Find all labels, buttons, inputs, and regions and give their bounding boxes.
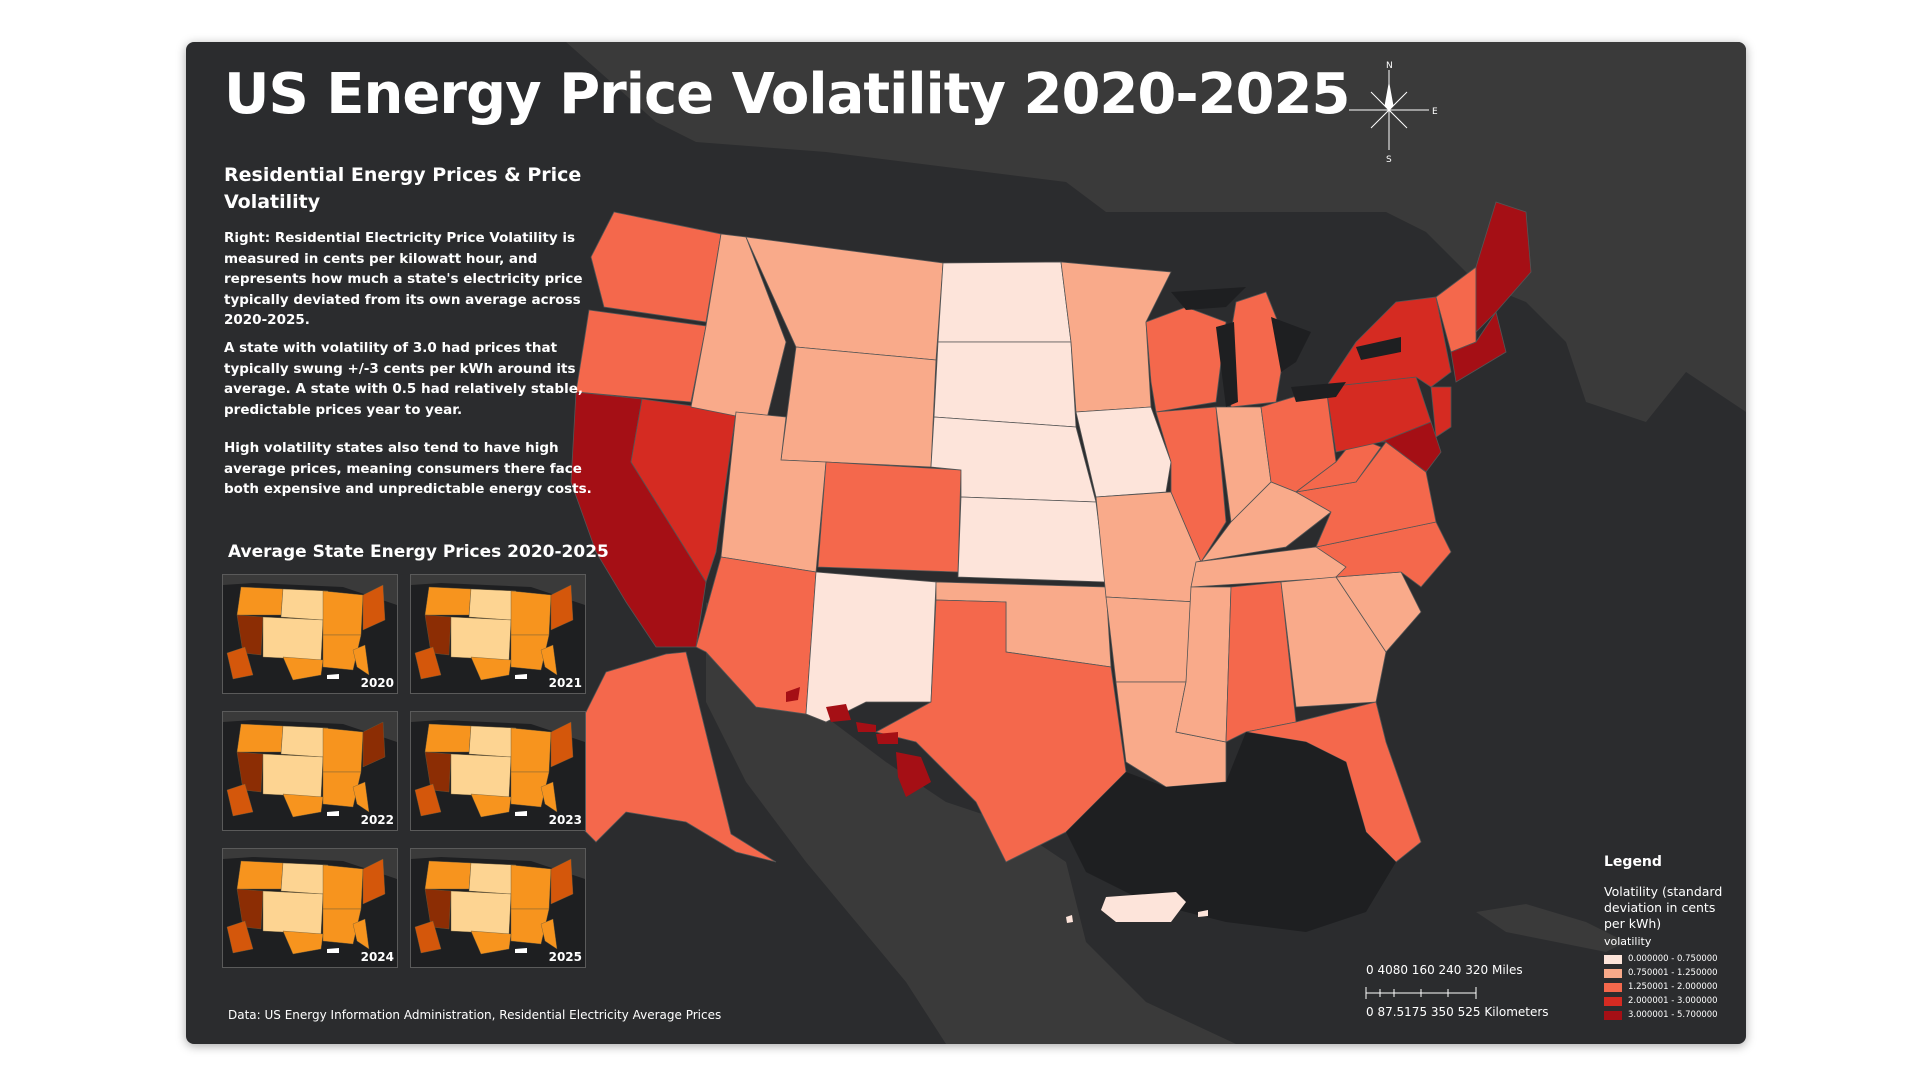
state-new-mexico[interactable]	[805, 571, 937, 723]
state-oregon[interactable]	[575, 309, 707, 403]
mini-maps-title: Average State Energy Prices 2020-2025	[228, 542, 609, 562]
compass-rose	[1349, 70, 1429, 150]
mini-map-2022[interactable]: 2022	[222, 711, 398, 831]
legend-swatch	[1604, 983, 1622, 992]
state-north-dakota[interactable]	[937, 261, 1072, 343]
legend-swatch	[1604, 1011, 1622, 1020]
mini-map-2024[interactable]: 2024	[222, 848, 398, 968]
state-south-dakota[interactable]	[933, 341, 1077, 428]
cuba-land	[1476, 904, 1626, 952]
puerto-rico-islet-west	[1066, 915, 1073, 923]
state-arkansas[interactable]	[1105, 596, 1197, 683]
mini-map-year-label: 2024	[360, 950, 394, 964]
state-north-carolina[interactable]	[1314, 521, 1452, 588]
legend-swatch	[1604, 969, 1622, 978]
compass-w: W	[1338, 97, 1347, 107]
legend-swatch	[1604, 997, 1622, 1006]
legend-label: 2.000001 - 3.000000	[1628, 996, 1718, 1006]
mini-map-2020[interactable]: 2020	[222, 574, 398, 694]
state-maryland[interactable]	[1380, 421, 1442, 473]
legend-description: Volatility (standard deviation in cents …	[1604, 884, 1723, 931]
state-washington[interactable]	[590, 211, 722, 323]
compass-n: N	[1386, 61, 1393, 71]
puerto-rico[interactable]	[1101, 892, 1186, 922]
legend-field: volatility	[1604, 935, 1652, 948]
state-colorado[interactable]	[817, 461, 962, 573]
main-map: N S E W	[545, 42, 1746, 1044]
mini-map-year-label: 2020	[360, 676, 394, 690]
mini-map-2025[interactable]: 2025	[410, 848, 586, 968]
state-new-jersey[interactable]	[1430, 386, 1452, 438]
scale-km: 0 87.5175 350 525 Kilometers	[1366, 1005, 1549, 1019]
compass-e: E	[1432, 107, 1438, 117]
mini-map-year-label: 2025	[548, 950, 582, 964]
mini-map-year-label: 2021	[548, 676, 582, 690]
hawaii[interactable]	[786, 687, 931, 797]
state-kansas[interactable]	[957, 496, 1107, 583]
mini-map-2023[interactable]: 2023	[410, 711, 586, 831]
state-new-england-south[interactable]	[1450, 311, 1507, 383]
state-wisconsin[interactable]	[1145, 306, 1227, 413]
legend-label: 1.250001 - 2.000000	[1628, 982, 1718, 992]
scale-miles: 0 4080 160 240 320 Miles	[1366, 963, 1523, 977]
paragraph-1: Right: Residential Electricity Price Vol…	[224, 230, 583, 328]
great-lakes	[1171, 287, 1401, 407]
state-iowa[interactable]	[1075, 406, 1172, 498]
us-states	[545, 201, 1532, 863]
data-source: Data: US Energy Information Administrati…	[228, 1008, 722, 1022]
legend-label: 0.750001 - 1.250000	[1628, 968, 1718, 978]
state-georgia[interactable]	[1280, 576, 1387, 708]
scale-bar	[1365, 987, 1477, 999]
paragraph-2: A state with volatility of 3.0 had price…	[224, 340, 583, 418]
gulf-of-mexico	[1066, 732, 1396, 932]
state-maine[interactable]	[1475, 201, 1532, 333]
mini-map-2021[interactable]: 2021	[410, 574, 586, 694]
mini-map-year-label: 2022	[360, 813, 394, 827]
legend-label: 3.000001 - 5.700000	[1628, 1010, 1718, 1020]
mini-map-year-label: 2023	[548, 813, 582, 827]
legend-label: 0.000000 - 0.750000	[1628, 954, 1718, 964]
state-wyoming[interactable]	[780, 346, 937, 468]
state-mississippi[interactable]	[1175, 586, 1232, 743]
page-title: US Energy Price Volatility 2020-2025	[224, 62, 1350, 127]
mexico-land	[706, 602, 1236, 1044]
subtitle: Residential Energy Prices & Price Volati…	[224, 164, 582, 213]
legend-swatch	[1604, 955, 1622, 964]
state-texas[interactable]	[874, 599, 1127, 863]
paragraph-3: High volatility states also tend to have…	[224, 440, 592, 497]
canada-land	[566, 42, 1746, 422]
legend-title: Legend	[1604, 854, 1662, 870]
puerto-rico-islet-east	[1198, 910, 1208, 917]
compass-s: S	[1386, 155, 1392, 165]
map-layout: N S E W US Energy Price Volatility 2020-…	[186, 42, 1746, 1044]
